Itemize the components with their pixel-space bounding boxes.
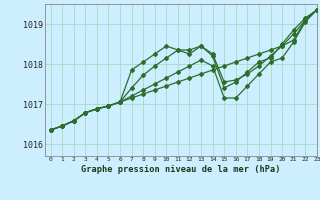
X-axis label: Graphe pression niveau de la mer (hPa): Graphe pression niveau de la mer (hPa) — [81, 165, 281, 174]
